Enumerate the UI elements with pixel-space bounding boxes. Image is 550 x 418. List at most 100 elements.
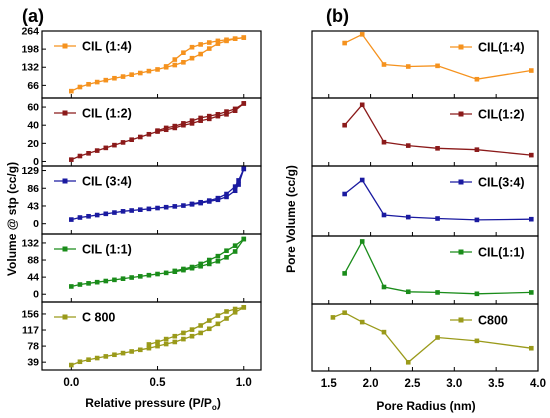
c-800-ytick-label: 39 (27, 357, 39, 369)
cil-3-4-adsorption-point (155, 205, 160, 211)
cil-1-4-adsorption-point (215, 41, 221, 46)
cil-1-4-ytick-label: 198 (21, 44, 39, 56)
panel-a-xtick-label: 0.5 (150, 377, 167, 389)
cil-1-4-desorption-point (163, 64, 169, 69)
c-800-desorption-point (198, 323, 203, 328)
cil-1-2-legend-marker (62, 110, 68, 116)
cil-3-4-distribution-point (381, 212, 387, 218)
cil-1-4-adsorption-point (77, 84, 83, 90)
cil-1-1-adsorption-point (129, 275, 134, 280)
cil-1-1-legend-marker (458, 249, 464, 255)
c-800-desorption-point (181, 330, 186, 336)
cil-3-4-adsorption-point (77, 215, 83, 220)
c-800-desorption-line (148, 306, 244, 346)
c800-distribution-point (435, 335, 440, 340)
c-800-adsorption-point (120, 350, 126, 356)
cil-3-4-ytick-label: 129 (21, 165, 39, 177)
panel-a-plots: 264 198 132 66 CIL (1:4) 60 40 20 0 CIL (1:2) 129 8… (21, 26, 262, 389)
c-800-desorption-point (232, 306, 238, 312)
c-800-ytick-label: 78 (27, 341, 39, 353)
cil-1-4-adsorption-point (189, 55, 195, 61)
cil-3-4-legend-marker (62, 178, 68, 184)
cil-3-4-adsorption-point (94, 212, 100, 218)
cil-3-4-adsorption-point (181, 203, 186, 208)
cil-1-1-distribution-point (342, 271, 347, 276)
c-800-frame (41, 301, 262, 371)
cil-1-2-desorption-point (215, 112, 221, 117)
cil-1-2-desorption-point (172, 123, 178, 129)
panel-b-xlabel: Pore Radius (nm) (376, 399, 475, 413)
panel-a-xlabel-sub: o (212, 403, 217, 412)
cil-1-2-adsorption-point (137, 134, 143, 140)
cil-3-4-desorption-point (232, 184, 238, 189)
cil-3-4-adsorption-point (236, 182, 241, 187)
cil-1-2-ytick-label: 20 (27, 138, 39, 150)
cil-1-4-distribution-point (381, 62, 387, 67)
cil-1-2-distribution-point (359, 102, 365, 108)
c800-distribution-line (332, 311, 532, 364)
cil-1-1-distribution-point (435, 290, 440, 295)
cil-1-4-adsorption-point (155, 67, 160, 72)
cil-1-1-ytick-label: 88 (27, 255, 39, 267)
cil-1-4-legend-label: CIL(1:4) (478, 41, 525, 55)
cil-1-4-desorption-point (241, 35, 247, 40)
cil-1-4-adsorption-point (172, 62, 178, 68)
panel-b-xtick-label: 3.5 (488, 378, 505, 390)
panel-a-xlabel-main: Relative pressure (P/P (85, 396, 212, 410)
cil-1-2-desorption-point (181, 121, 186, 126)
c800-distribution-point (405, 359, 411, 365)
cil-1-2-adsorption-point (224, 112, 229, 117)
cil-1-2-desorption-point (155, 128, 160, 133)
cil-1-1-adsorption-point (86, 281, 91, 286)
cil-1-4-desorption-point (215, 38, 221, 44)
cil-1-4-distribution-point (529, 68, 534, 73)
cil-1-1-desorption-point (189, 264, 195, 270)
c-800-adsorption-point (77, 359, 83, 365)
panel-a-xtick-label: 1.0 (236, 377, 252, 389)
cil-1-1-adsorption-point (120, 276, 126, 281)
cil-3-4-adsorption-point (137, 207, 143, 212)
cil-1-4-desorption-line (165, 36, 244, 67)
c-800-adsorption-point (94, 355, 100, 361)
cil-1-2-adsorption-point (69, 157, 74, 162)
cil-3-4-distribution-point (359, 177, 365, 183)
c-800-ytick-label: 117 (22, 325, 39, 337)
cil-1-1-desorption-point (224, 248, 229, 254)
cil-1-2-adsorption-point (206, 116, 212, 122)
cil-3-4-adsorption-point (129, 208, 134, 213)
cil-1-2-ytick-label: 40 (27, 120, 39, 132)
c-800-adsorption-point (181, 336, 186, 342)
cil-3-4-frame (41, 165, 262, 235)
cil-1-2-desorption-point (198, 115, 203, 121)
cil-1-4-legend-marker (62, 43, 68, 49)
panel-a-xtick-label: 0.0 (63, 377, 79, 389)
cil-1-4-adsorption-point (129, 72, 134, 77)
cil-1-2-ytick-label: 60 (27, 102, 39, 114)
cil-1-4-desorption-point (232, 36, 238, 41)
panel-a-xlabel-end: ) (217, 396, 221, 410)
cil-1-1-desorption-point (232, 243, 238, 248)
c-800-adsorption-point (129, 349, 134, 354)
c-800-adsorption-point (215, 321, 221, 327)
cil-1-4-desorption-point (198, 42, 203, 47)
cil-1-4-adsorption-point (181, 60, 186, 65)
cil-1-4-ytick-label: 132 (21, 62, 39, 74)
cil-1-1-desorption-point (206, 257, 212, 263)
panel-b-xtick-label: 4.0 (530, 378, 546, 390)
c800-distribution-point (330, 315, 336, 320)
cil-1-4-ytick-label: 264 (21, 26, 39, 38)
cil-1-4-adsorption-point (103, 77, 109, 83)
cil-1-2-desorption-point (189, 118, 195, 123)
cil-3-4-adsorption-point (112, 210, 117, 215)
cil-3-4-adsorption-point (163, 204, 169, 210)
cil-1-4-desorption-point (172, 57, 178, 62)
cil-3-4-adsorption-line (71, 168, 245, 221)
cil-1-4-adsorption-point (146, 68, 152, 74)
c-800-desorption-point (163, 336, 169, 342)
cil-3-4-distribution-point (342, 191, 347, 197)
cil-1-1-adsorption-point (155, 271, 160, 277)
cil-1-4-adsorption-point (120, 74, 126, 79)
cil-1-4-adsorption-point (86, 81, 91, 87)
cil-1-1-adsorption-point (69, 284, 74, 289)
